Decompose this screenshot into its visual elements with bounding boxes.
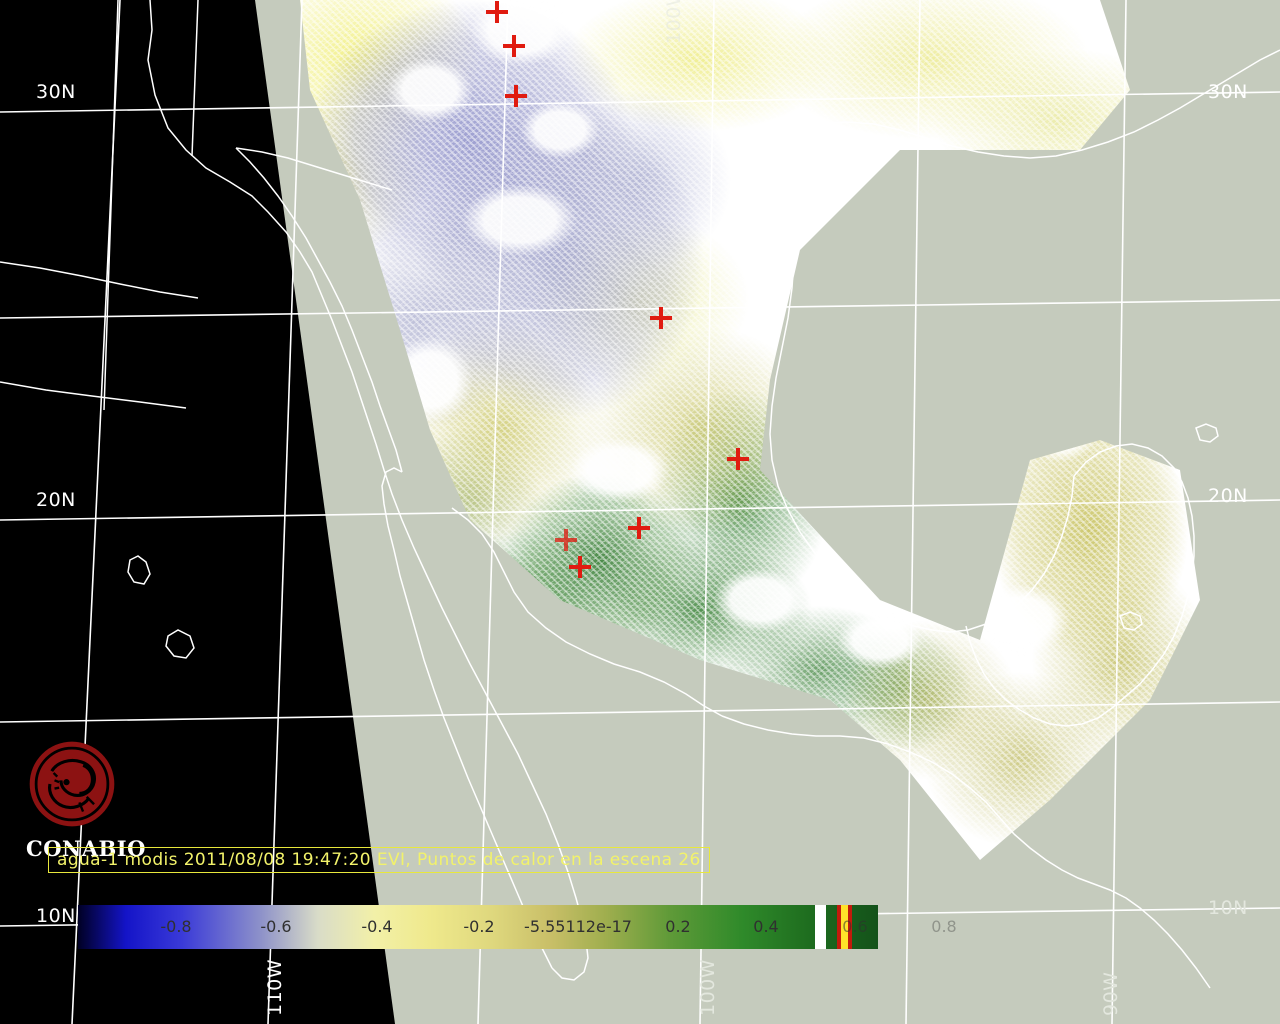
hotspot-marker: [555, 529, 577, 551]
colorbar-tick: 0.6: [842, 917, 868, 936]
title-text: agua-1 modis 2011/08/08 19:47:20 EVI, Pu…: [57, 850, 701, 870]
colorbar-tick: -0.8: [160, 917, 192, 936]
lon-label-90w: 90W: [1100, 971, 1122, 1016]
lat-label-30n-right: 30N: [1208, 81, 1248, 103]
hotspot-marker: [628, 517, 650, 539]
hotspot-marker: [505, 85, 527, 107]
colorbar-tick: 0.4: [753, 917, 779, 936]
conabio-logo: CONABIO: [26, 738, 146, 861]
lat-label-10n-right: 10N: [1208, 897, 1248, 919]
lon-label-100w-bottom: 100W: [697, 958, 719, 1016]
lon-label-100w-top: 100W: [663, 0, 685, 44]
colorbar-end-markers: [815, 905, 878, 949]
colorbar-marker-yellow: [841, 905, 848, 949]
colorbar-marker-red-right: [848, 905, 852, 949]
lat-label-20n-right: 20N: [1208, 485, 1248, 507]
colorbar-marker-red-left: [837, 905, 841, 949]
conabio-emblem-icon: [29, 741, 115, 827]
conabio-logo-text: CONABIO: [26, 836, 146, 861]
colorbar-tick: -0.6: [260, 917, 292, 936]
colorbar-tick-labels: -0.8 -0.6 -0.4 -0.2 -5.55112e-17 0.2 0.4…: [78, 905, 956, 949]
hotspot-marker: [727, 448, 749, 470]
lat-label-10n-left: 10N: [36, 905, 76, 927]
title-bar: agua-1 modis 2011/08/08 19:47:20 EVI, Pu…: [48, 847, 710, 873]
colorbar-tick: 0.2: [665, 917, 691, 936]
colorbar-tick: -5.55112e-17: [524, 917, 632, 936]
hotspot-marker: [569, 556, 591, 578]
lon-label-110w: 110W: [264, 958, 286, 1016]
colorbar-tick: 0.8: [931, 917, 957, 936]
hotspot-marker: [486, 1, 508, 23]
lat-label-30n-left: 30N: [36, 81, 76, 103]
colorbar-tick: -0.4: [361, 917, 393, 936]
hotspot-marker: [503, 35, 525, 57]
colorbar-marker-white: [815, 905, 826, 949]
colorbar-tick: -0.2: [463, 917, 495, 936]
colorbar: -0.8 -0.6 -0.4 -0.2 -5.55112e-17 0.2 0.4…: [78, 905, 957, 949]
lat-label-20n-left: 20N: [36, 489, 76, 511]
hotspot-marker: [650, 307, 672, 329]
colorbar-gradient: [78, 905, 878, 949]
